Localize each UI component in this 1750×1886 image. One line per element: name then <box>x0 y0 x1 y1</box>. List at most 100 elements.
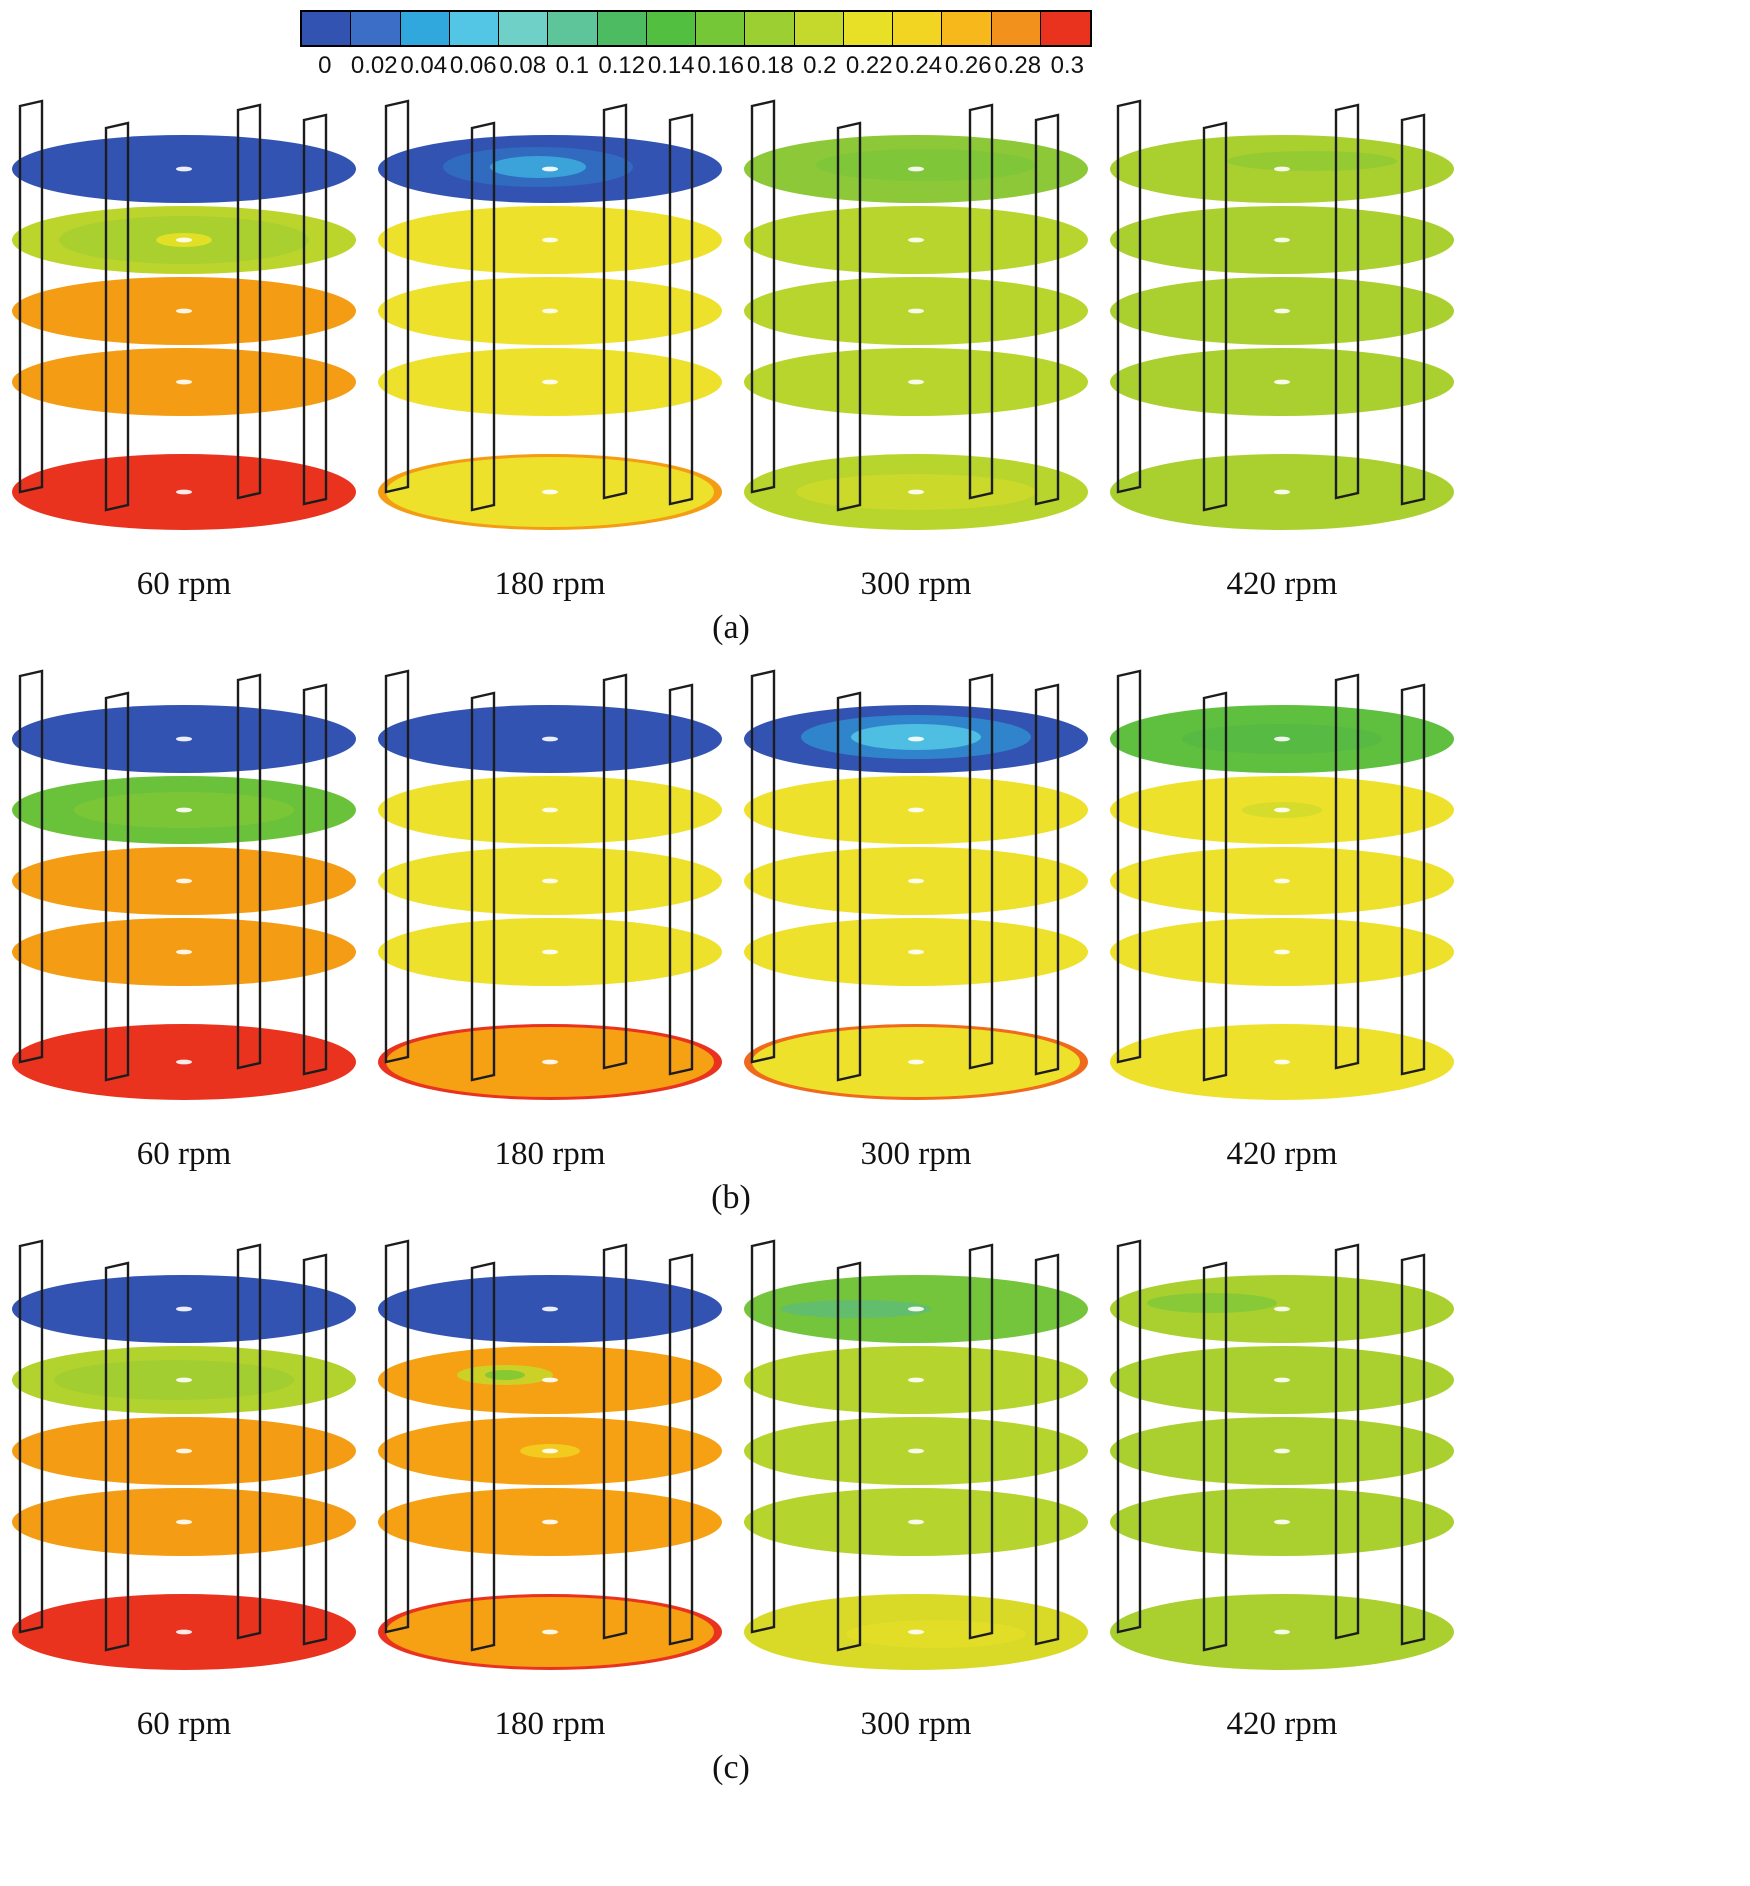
tank-stack <box>744 99 1088 530</box>
baffle <box>1202 691 1228 1082</box>
panel-label: (c) <box>712 1749 750 1786</box>
shaft-hole <box>542 1377 558 1383</box>
disk <box>378 135 722 203</box>
colorbar-tick-label: 0.02 <box>350 52 398 79</box>
disk <box>12 135 356 203</box>
contour-spot <box>846 1620 1026 1648</box>
stack-column: 60 rpm <box>4 94 364 604</box>
shaft-hole <box>542 379 558 385</box>
disk <box>378 776 722 844</box>
disk <box>378 705 722 773</box>
disk <box>744 705 1088 773</box>
contour-spot <box>485 1370 525 1380</box>
baffle <box>1116 1239 1142 1634</box>
disk <box>378 918 722 986</box>
panel: 60 rpm 180 rpm 300 rpm 420 rpm (a) <box>0 94 1750 650</box>
panel: 60 rpm 180 rpm 300 rpm 420 rpm (b) <box>0 664 1750 1220</box>
rpm-label: 300 rpm <box>860 1706 972 1742</box>
shaft-hole <box>542 1059 558 1065</box>
colorbar-cell <box>646 12 696 45</box>
colorbar-cell <box>597 12 647 45</box>
rpm-label: 420 rpm <box>1226 1136 1338 1172</box>
disk <box>1110 1346 1454 1414</box>
baffle <box>302 683 328 1076</box>
tank-stack <box>12 669 356 1100</box>
panel: 60 rpm 180 rpm 300 rpm 420 rpm (c) <box>0 1234 1750 1790</box>
baffle <box>750 1239 776 1634</box>
disk <box>1110 776 1454 844</box>
colorbar-tick-label: 0.2 <box>803 52 837 79</box>
disk <box>744 1417 1088 1485</box>
stack-column: 180 rpm <box>370 94 730 604</box>
colorbar-cell <box>548 12 598 45</box>
shaft-hole <box>1274 379 1290 385</box>
disk <box>12 1488 356 1556</box>
colorbar-cell <box>843 12 893 45</box>
shaft-hole <box>542 237 558 243</box>
disk <box>1110 705 1454 773</box>
shaft-hole <box>1274 308 1290 314</box>
stack-column: 300 rpm <box>736 664 1096 1174</box>
disk <box>12 1346 356 1414</box>
tank-stack <box>1110 669 1454 1100</box>
shaft-hole <box>176 308 192 314</box>
shaft-hole <box>908 489 924 495</box>
baffle <box>1202 1261 1228 1652</box>
disk <box>744 277 1088 345</box>
baffle <box>302 1253 328 1646</box>
colorbar-tick-label: 0.16 <box>697 52 745 79</box>
shaft-hole <box>542 166 558 172</box>
shaft-hole <box>176 1629 192 1635</box>
disk <box>378 1594 722 1670</box>
shaft-hole <box>908 308 924 314</box>
baffle <box>236 673 262 1070</box>
baffle <box>104 121 130 512</box>
rpm-label: 420 rpm <box>1226 566 1338 602</box>
contour-spot <box>816 149 1036 181</box>
contour-spot <box>1227 151 1397 171</box>
shaft-hole <box>1274 237 1290 243</box>
rpm-label: 180 rpm <box>494 566 606 602</box>
shaft-hole <box>542 1629 558 1635</box>
shaft-hole <box>1274 1519 1290 1525</box>
panel-columns: 60 rpm 180 rpm 300 rpm 420 rpm <box>4 94 1462 604</box>
baffle <box>668 113 694 506</box>
disk <box>1110 1488 1454 1556</box>
shaft-hole <box>908 736 924 742</box>
disk <box>1110 1275 1454 1343</box>
tank-stack <box>378 1239 722 1670</box>
colorbar-cell <box>893 12 943 45</box>
colorbar-cell <box>302 12 352 45</box>
tank-stack <box>1110 1239 1454 1670</box>
shaft-hole <box>176 736 192 742</box>
disk <box>1110 348 1454 416</box>
stack-column: 60 rpm <box>4 1234 364 1744</box>
baffle <box>1116 99 1142 494</box>
panels: 60 rpm 180 rpm 300 rpm 420 rpm (a) 60 rpm 180 … <box>0 94 1750 1790</box>
rpm-label: 420 rpm <box>1226 1706 1338 1742</box>
shaft-hole <box>542 1448 558 1454</box>
baffle <box>104 691 130 1082</box>
baffle <box>470 691 496 1082</box>
baffle <box>968 1243 994 1640</box>
shaft-hole <box>908 1448 924 1454</box>
disk <box>378 348 722 416</box>
shaft-hole <box>1274 807 1290 813</box>
colorbar-cell <box>942 12 992 45</box>
colorbar-tick-label: 0.1 <box>555 52 589 79</box>
disk <box>378 1275 722 1343</box>
rpm-label: 60 rpm <box>136 1706 232 1742</box>
baffle <box>1334 1243 1360 1640</box>
shaft-hole <box>908 1519 924 1525</box>
disk <box>1110 1417 1454 1485</box>
tank-stack <box>1110 99 1454 530</box>
stack-column: 60 rpm <box>4 664 364 1174</box>
disk <box>1110 1594 1454 1670</box>
colorbar-tick-label: 0.24 <box>895 52 943 79</box>
shaft-hole <box>176 1306 192 1312</box>
colorbar-cell <box>400 12 450 45</box>
tank-stack <box>378 99 722 530</box>
colorbar-cell <box>1040 12 1090 45</box>
baffle <box>968 103 994 500</box>
colorbar-cell <box>351 12 401 45</box>
